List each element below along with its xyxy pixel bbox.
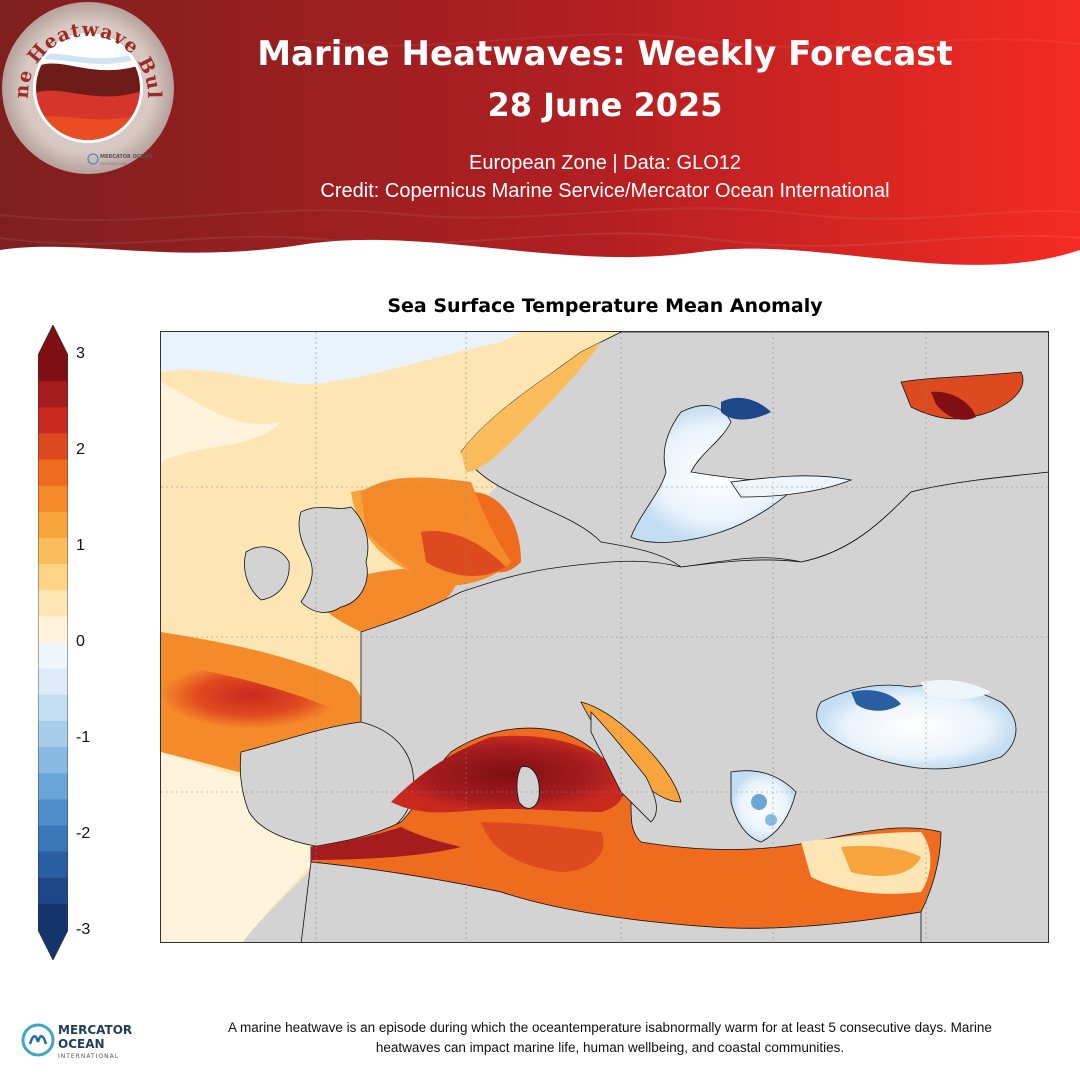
map-grid: [161, 332, 1048, 942]
sst-anomaly-map: [160, 331, 1049, 943]
colorbar-min-arrow: [38, 930, 68, 960]
colorbar-segment-warm: [38, 537, 68, 565]
header-banner: Marine Heatwave Bulletin MERCATOR OCEAN …: [0, 0, 1080, 280]
colorbar-segment-warm: [38, 355, 68, 382]
colorbar-segment-cool: [38, 720, 68, 748]
colorbar-segment-warm: [38, 485, 68, 513]
colorbar-segment-warm: [38, 564, 68, 591]
colorbar-segment-warm: [38, 433, 68, 461]
colorbar-segment-warm: [38, 590, 68, 617]
colorbar-segment-cool: [38, 903, 68, 931]
marine-heatwave-bulletin-badge: Marine Heatwave Bulletin MERCATOR OCEAN …: [0, 0, 174, 174]
colorbar-segment-warm: [38, 616, 68, 643]
header-date: 28 June 2025: [487, 86, 723, 124]
colorbar-segment-warm: [38, 407, 68, 434]
colorbar-segment-cool: [38, 642, 68, 670]
colorbar-segment-cool: [38, 877, 68, 905]
colorbar-segment-warm: [38, 511, 68, 539]
colorbar-max-arrow: [38, 325, 68, 355]
colorbar-tick-2: 2: [76, 441, 85, 458]
colorbar-tick-1: 1: [76, 537, 85, 554]
colorbar-segment-cool: [38, 773, 68, 800]
map-canvas: [161, 332, 1048, 942]
colorbar-segment-warm: [38, 381, 68, 408]
mercator-ocean-logo: MERCATOR OCEAN INTERNATIONAL: [21, 1023, 132, 1060]
colorbar-tick-0: 0: [76, 633, 85, 650]
colorbar-tick-neg3: -3: [76, 921, 91, 938]
colorbar: [38, 325, 68, 960]
header-background: [0, 0, 1080, 265]
svg-text:MERCATOR OCEAN: MERCATOR OCEAN: [100, 154, 152, 160]
colorbar-segment-cool: [38, 668, 68, 696]
colorbar-tick-3: 3: [76, 345, 85, 362]
colorbar-segment-cool: [38, 694, 68, 722]
svg-text:INTERNATIONAL: INTERNATIONAL: [58, 1053, 119, 1060]
colorbar-tick-neg1: -1: [76, 729, 91, 746]
colorbar-segment-cool: [38, 747, 68, 774]
svg-text:MERCATOR: MERCATOR: [58, 1023, 132, 1037]
footer-description: A marine heatwave is an episode during w…: [228, 1020, 992, 1055]
colorbar-segment-cool: [38, 851, 68, 879]
svg-text:OCEAN: OCEAN: [58, 1037, 105, 1051]
map-title: Sea Surface Temperature Mean Anomaly: [387, 295, 823, 317]
header-title: Marine Heatwaves: Weekly Forecast: [257, 34, 953, 74]
colorbar-segment-warm: [38, 459, 68, 487]
header-credit: Credit: Copernicus Marine Service/Mercat…: [320, 180, 890, 202]
svg-text:INTERNATIONAL: INTERNATIONAL: [100, 162, 128, 166]
colorbar-tick-neg2: -2: [76, 825, 91, 842]
colorbar-segment-cool: [38, 799, 68, 826]
colorbar-segment-cool: [38, 825, 68, 853]
header-zone-info: European Zone | Data: GLO12: [468, 152, 742, 174]
